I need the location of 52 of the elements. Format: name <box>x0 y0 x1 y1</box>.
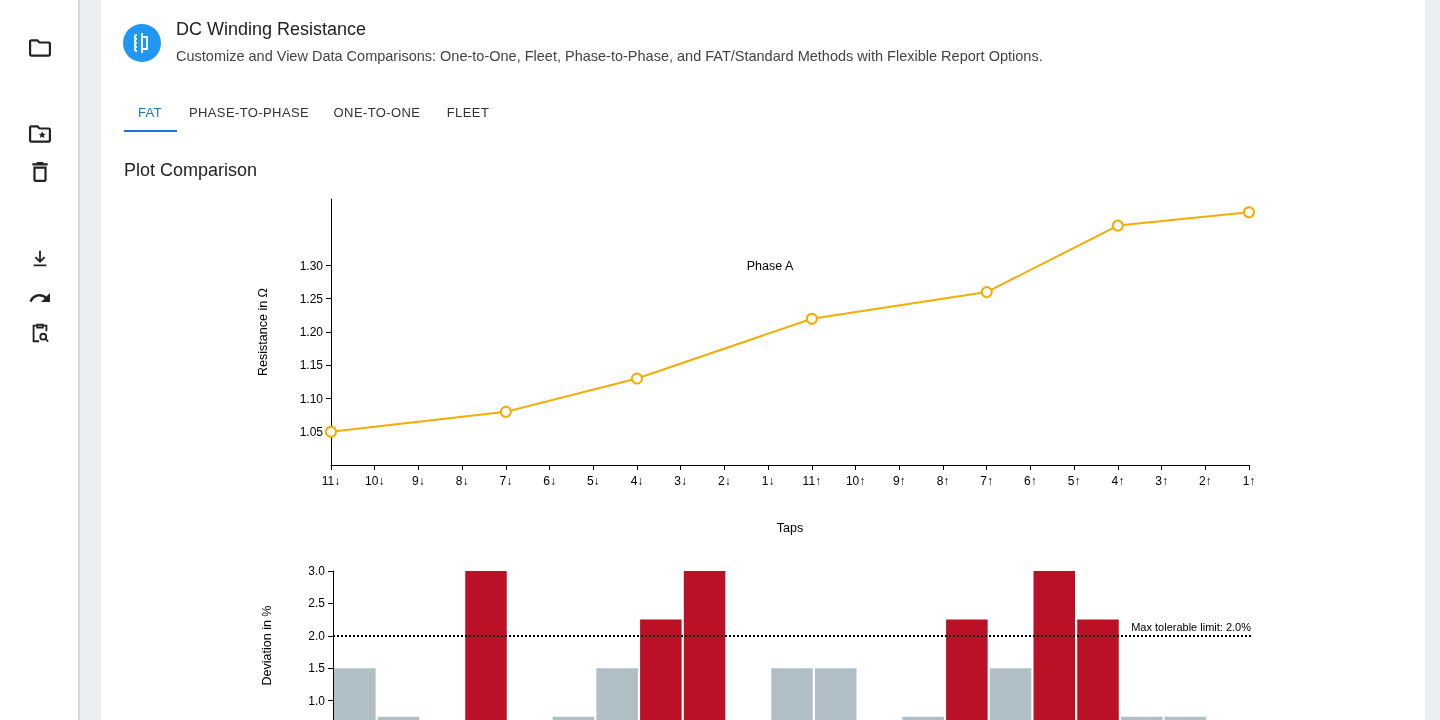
x-tick-label: 6↓ <box>543 474 556 488</box>
y-tick-label: 1.30 <box>299 258 324 273</box>
x-tick-label: 8↓ <box>455 474 469 488</box>
x-tick-label: 9↑ <box>892 474 906 488</box>
y-tick-label: 1.5 <box>308 661 326 676</box>
x-tick-label: 3↑ <box>1155 474 1168 488</box>
x-tick-label: 1↓ <box>761 474 775 488</box>
x-tick-label: 11↑ <box>802 474 822 488</box>
point <box>631 372 643 385</box>
x-axis-title: Taps <box>776 520 804 535</box>
y-tick-label: 1.0 <box>308 693 326 708</box>
text: PHASE-TO-PHASE <box>188 105 310 120</box>
x-tick-label: 1↑ <box>1242 474 1256 488</box>
x-tick-label: 5↑ <box>1067 474 1081 488</box>
text: Customize and View Data Comparisons: One-to-One, Fleet, Phase-to-Phase, and FAT/Standard Methods with Flexible Report Options. <box>176 48 1043 64</box>
text: ONE-TO-ONE <box>333 105 421 120</box>
y-tick-label: 2.5 <box>308 596 326 611</box>
y-tick-label: 3.0 <box>308 564 326 578</box>
point <box>1243 206 1255 219</box>
point <box>325 425 337 438</box>
y-tick-label: 1.25 <box>299 291 324 306</box>
text: FAT <box>137 105 163 120</box>
point <box>1111 219 1124 232</box>
x-tick-label: 7↑ <box>980 474 994 488</box>
text: FLEET <box>446 105 490 120</box>
y-tick-label: 1.15 <box>299 358 324 373</box>
x-tick-label: 3↓ <box>674 474 688 488</box>
y-axis-title: Resistance in Ω <box>255 288 270 376</box>
x-tick-label: 2↑ <box>1198 474 1212 488</box>
text: Phase A <box>746 258 794 273</box>
x-tick-label: 10↓ <box>365 474 385 488</box>
y-tick-label: 1.10 <box>299 391 324 406</box>
x-tick-label: 6↑ <box>1024 474 1037 488</box>
y-tick-label: 1.20 <box>299 325 324 339</box>
point <box>499 405 512 418</box>
point <box>805 312 818 325</box>
x-tick-label: 4↓ <box>630 474 644 488</box>
y-tick-label: 2.0 <box>308 628 326 643</box>
x-tick-label: 8↑ <box>936 474 950 488</box>
x-tick-label: 7↓ <box>499 474 513 488</box>
x-tick-label: 4↑ <box>1111 474 1125 488</box>
x-tick-label: 2↓ <box>718 474 731 488</box>
y-tick-label: 1.05 <box>299 424 324 439</box>
ref-line-label: Max tolerable limit: 2.0% <box>1131 621 1252 634</box>
text: DC Winding Resistance <box>176 19 367 40</box>
y-axis-title: Deviation in % <box>259 605 274 686</box>
x-tick-label: 10↑ <box>845 474 866 488</box>
x-tick-label: 5↓ <box>586 474 600 488</box>
text: Plot Comparison <box>124 160 258 181</box>
point <box>980 286 993 299</box>
x-tick-label: 9↓ <box>412 474 425 488</box>
x-tick-label: 11↓ <box>321 474 341 488</box>
